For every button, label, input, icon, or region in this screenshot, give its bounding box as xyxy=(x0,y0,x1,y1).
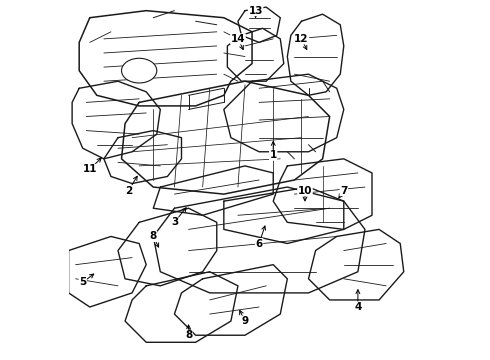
Polygon shape xyxy=(287,14,344,95)
Polygon shape xyxy=(227,28,284,81)
Polygon shape xyxy=(72,81,160,159)
Text: 7: 7 xyxy=(340,186,347,195)
Text: 11: 11 xyxy=(82,165,97,174)
Text: 2: 2 xyxy=(125,186,132,195)
Polygon shape xyxy=(118,208,217,286)
Text: 9: 9 xyxy=(242,316,248,326)
Ellipse shape xyxy=(122,58,157,83)
Text: 10: 10 xyxy=(298,186,312,195)
Text: 12: 12 xyxy=(294,34,309,44)
Text: 5: 5 xyxy=(79,277,86,287)
Text: 4: 4 xyxy=(354,302,362,312)
Polygon shape xyxy=(309,229,404,300)
Text: 3: 3 xyxy=(171,217,178,227)
Polygon shape xyxy=(79,11,252,106)
Text: 8: 8 xyxy=(149,231,157,242)
Polygon shape xyxy=(122,81,330,194)
Polygon shape xyxy=(153,187,365,293)
Polygon shape xyxy=(224,74,344,152)
Polygon shape xyxy=(125,272,238,342)
Polygon shape xyxy=(238,7,280,42)
Polygon shape xyxy=(273,159,372,229)
Polygon shape xyxy=(153,166,273,215)
Text: 6: 6 xyxy=(255,239,263,248)
Polygon shape xyxy=(174,265,287,335)
Text: 1: 1 xyxy=(270,150,277,160)
Text: 8: 8 xyxy=(185,330,192,340)
Text: 13: 13 xyxy=(248,6,263,15)
Polygon shape xyxy=(104,131,181,184)
Polygon shape xyxy=(224,187,344,243)
Text: 14: 14 xyxy=(231,34,245,44)
Polygon shape xyxy=(69,237,146,307)
